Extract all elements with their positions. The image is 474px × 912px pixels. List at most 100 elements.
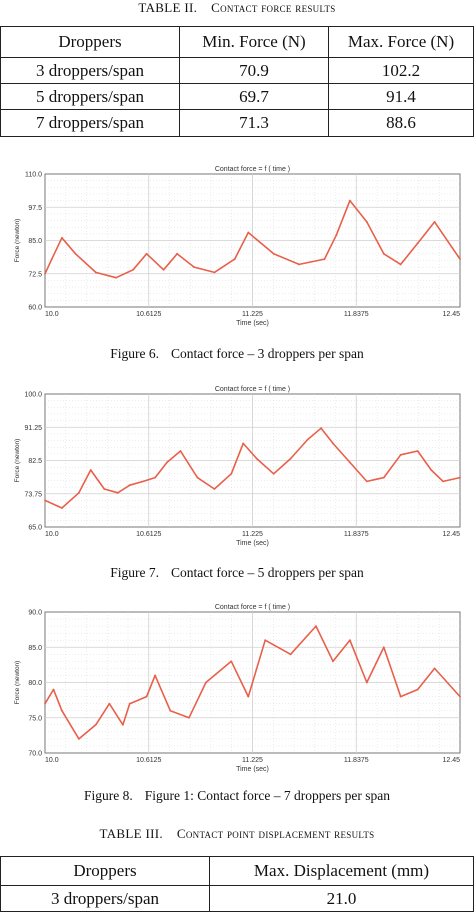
data-point — [442, 480, 444, 483]
data-point — [459, 258, 461, 261]
figure-7-chart: Contact force = f ( time ) 10.0 10.6125 11.… — [10, 382, 465, 552]
data-point — [94, 271, 97, 274]
x-tick-label: 11.8375 — [344, 311, 369, 318]
figure-caption-text: Contact force – 3 droppers per span — [171, 346, 364, 361]
table-header-cell: Droppers — [0, 26, 180, 58]
table2-caption: TABLE II. Contact force results — [0, 0, 474, 16]
chart-title: Contact force = f ( time ) — [215, 604, 290, 611]
x-tick-label: 10.0 — [45, 531, 59, 538]
y-tick-label: 70.0 — [28, 751, 42, 758]
data-point — [50, 258, 53, 261]
data-point — [332, 660, 334, 663]
data-point — [433, 220, 436, 223]
data-point — [196, 476, 199, 479]
table-row: 3 droppers/span 70.9 102.2 — [0, 57, 474, 84]
table3-label: TABLE III. — [99, 826, 163, 841]
y-tick-label: 85.0 — [28, 238, 42, 245]
data-point — [188, 716, 190, 719]
data-point — [335, 234, 338, 237]
data-point — [213, 488, 216, 490]
table-cell: 91.4 — [328, 83, 474, 110]
data-point — [459, 476, 461, 479]
figure-label: Figure 7. — [110, 565, 160, 580]
y-tick-label: 82.5 — [28, 458, 42, 465]
data-point — [399, 453, 402, 456]
x-tick-label: 10.6125 — [136, 311, 161, 318]
data-point — [365, 681, 368, 684]
data-point — [242, 442, 245, 445]
data-point — [61, 507, 63, 509]
data-point — [365, 220, 368, 223]
displacement-table: Droppers Max. Displacement (mm) 3 droppe… — [0, 856, 474, 912]
y-tick-label: 90.0 — [28, 610, 42, 617]
data-point — [44, 272, 46, 275]
data-point — [298, 263, 300, 266]
x-tick-label: 12.45 — [442, 757, 460, 764]
figure-label: Figure 6. — [110, 346, 160, 361]
y-axis-label: Force (newton) — [14, 219, 21, 263]
table-cell: 21.0 — [209, 885, 474, 912]
data-point — [61, 709, 63, 712]
data-point — [306, 438, 309, 441]
data-point — [116, 491, 119, 494]
data-point — [255, 457, 258, 460]
x-tick-label: 12.45 — [442, 531, 460, 538]
table-row: 3 droppers/span 21.0 — [0, 885, 474, 912]
y-axis-label: Force (newton) — [14, 661, 21, 705]
data-point — [247, 231, 250, 234]
y-tick-label: 65.0 — [28, 525, 42, 532]
data-point — [154, 674, 157, 677]
data-point — [122, 723, 124, 726]
data-point — [399, 263, 402, 266]
data-point — [323, 258, 326, 261]
table-row: 7 droppers/span 71.3 88.6 — [0, 109, 474, 137]
data-point — [289, 653, 292, 656]
table-header-cell: Min. Force (N) — [179, 26, 329, 58]
force-series-line — [44, 625, 461, 740]
data-point — [382, 646, 385, 649]
data-point — [289, 457, 292, 460]
data-point — [166, 461, 168, 464]
data-point — [132, 268, 134, 271]
data-point — [108, 702, 111, 705]
x-tick-label: 10.0 — [45, 757, 59, 764]
data-point — [230, 660, 233, 663]
figure-6-chart: Contact force = f ( time ) 10.0 10.6125 11.… — [10, 162, 465, 332]
data-point — [365, 480, 368, 483]
table-cell: 5 droppers/span — [0, 83, 180, 110]
table-header-row: Droppers Max. Displacement (mm) — [0, 856, 474, 886]
figure-8-caption: Figure 8. Figure 1: Contact force – 7 dro… — [0, 788, 474, 804]
data-point — [205, 681, 207, 684]
data-point — [233, 258, 236, 261]
table3-caption: TABLE III. Contact point displacement res… — [0, 826, 474, 842]
x-tick-label: 11.225 — [242, 531, 263, 538]
contact-force-chart-3-droppers: Contact force = f ( time ) 10.0 10.6125 11.… — [14, 166, 461, 327]
data-point — [382, 476, 385, 479]
table3-title: Contact point displacement results — [176, 826, 375, 841]
x-tick-label: 10.6125 — [136, 531, 161, 538]
x-tick-label: 10.0 — [45, 311, 59, 318]
data-point — [193, 266, 195, 268]
data-point — [348, 461, 351, 464]
chart-title: Contact force = f ( time ) — [215, 166, 290, 173]
x-axis-label: Time (sec) — [236, 766, 269, 773]
data-point — [399, 695, 402, 698]
data-point — [272, 472, 275, 475]
data-point — [61, 236, 63, 239]
data-point — [115, 276, 118, 279]
table-cell: 69.7 — [179, 83, 329, 110]
data-point — [416, 688, 419, 691]
data-point — [77, 491, 80, 494]
figure-caption-text: Contact force – 5 droppers per span — [171, 565, 364, 580]
y-axis-label: Force (newton) — [14, 439, 21, 483]
chart-title: Contact force = f ( time ) — [215, 386, 290, 393]
data-point — [145, 695, 148, 698]
contact-force-table: Droppers Min. Force (N) Max. Force (N) 3… — [0, 26, 474, 137]
data-point — [348, 199, 351, 202]
data-point — [230, 472, 233, 475]
table-cell: 3 droppers/span — [0, 57, 180, 84]
table-cell: 70.9 — [179, 57, 329, 84]
data-point — [169, 709, 172, 712]
y-tick-label: 75.0 — [28, 715, 42, 722]
y-tick-label: 100.0 — [24, 392, 42, 399]
